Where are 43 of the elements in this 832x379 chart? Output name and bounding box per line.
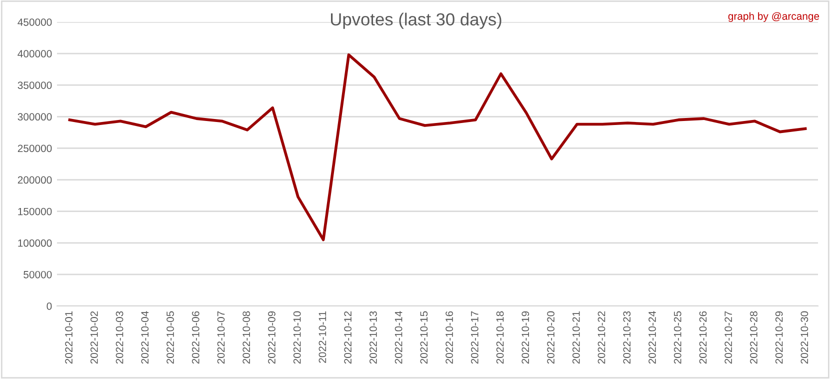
x-tick-label: 2022-10-12 — [344, 311, 352, 364]
x-tick-label: 2022-10-11 — [318, 311, 326, 363]
x-tick-label: 2022-10-07 — [217, 311, 225, 364]
y-tick-label: 450000 — [18, 18, 52, 26]
line-series — [68, 53, 807, 242]
x-tick-label: 2022-10-30 — [800, 311, 808, 364]
x-tick-label: 2022-10-23 — [623, 311, 631, 364]
x-tick-label: 2022-10-06 — [192, 311, 200, 364]
x-tick-label: 2022-10-08 — [242, 311, 250, 364]
y-tick-label: 150000 — [18, 208, 52, 216]
x-tick-label: 2022-10-02 — [90, 311, 98, 364]
x-tick-label: 2022-10-24 — [648, 311, 656, 364]
x-tick-label: 2022-10-10 — [293, 311, 301, 364]
x-tick-label: 2022-10-13 — [370, 311, 377, 364]
x-tick-label: 2022-10-21 — [572, 311, 580, 364]
x-tick-label: 2022-10-04 — [141, 311, 149, 364]
x-tick-label: 2022-10-16 — [446, 311, 453, 364]
y-tick-label: 350000 — [18, 82, 52, 89]
x-tick-label: 2022-10-05 — [166, 311, 174, 364]
x-tick-label: 2022-10-26 — [699, 311, 707, 364]
x-tick-label: 2022-10-20 — [547, 311, 554, 364]
x-tick-label: 2022-10-03 — [116, 311, 124, 364]
chart-title: Upvotes (last 30 days) — [330, 12, 502, 29]
text: graph by @arcange — [728, 12, 820, 22]
y-tick-label: 200000 — [18, 176, 52, 184]
y-tick-label: 300000 — [18, 113, 52, 121]
x-tick-label: 2022-10-28 — [750, 311, 758, 364]
y-tick-label: 100000 — [18, 239, 52, 247]
x-tick-label: 2022-10-27 — [724, 311, 732, 364]
x-tick-label: 2022-10-14 — [394, 311, 402, 364]
y-tick-label: 50000 — [24, 270, 52, 278]
x-tick-label: 2022-10-25 — [674, 311, 682, 364]
x-tick-label: 2022-10-15 — [420, 311, 428, 364]
x-tick-label: 2022-10-01 — [65, 311, 72, 364]
y-tick-label: 0 — [46, 302, 52, 310]
x-tick-label: 2022-10-17 — [470, 311, 478, 364]
x-tick-label: 2022-10-09 — [268, 311, 276, 364]
y-tick-label: 400000 — [18, 50, 52, 58]
x-tick-label: 2022-10-29 — [775, 311, 783, 364]
x-tick-label: 2022-10-22 — [598, 311, 606, 364]
x-tick-label: 2022-10-19 — [522, 311, 530, 364]
y-tick-label: 250000 — [18, 144, 52, 152]
x-tick-label: 2022-10-18 — [496, 311, 504, 364]
